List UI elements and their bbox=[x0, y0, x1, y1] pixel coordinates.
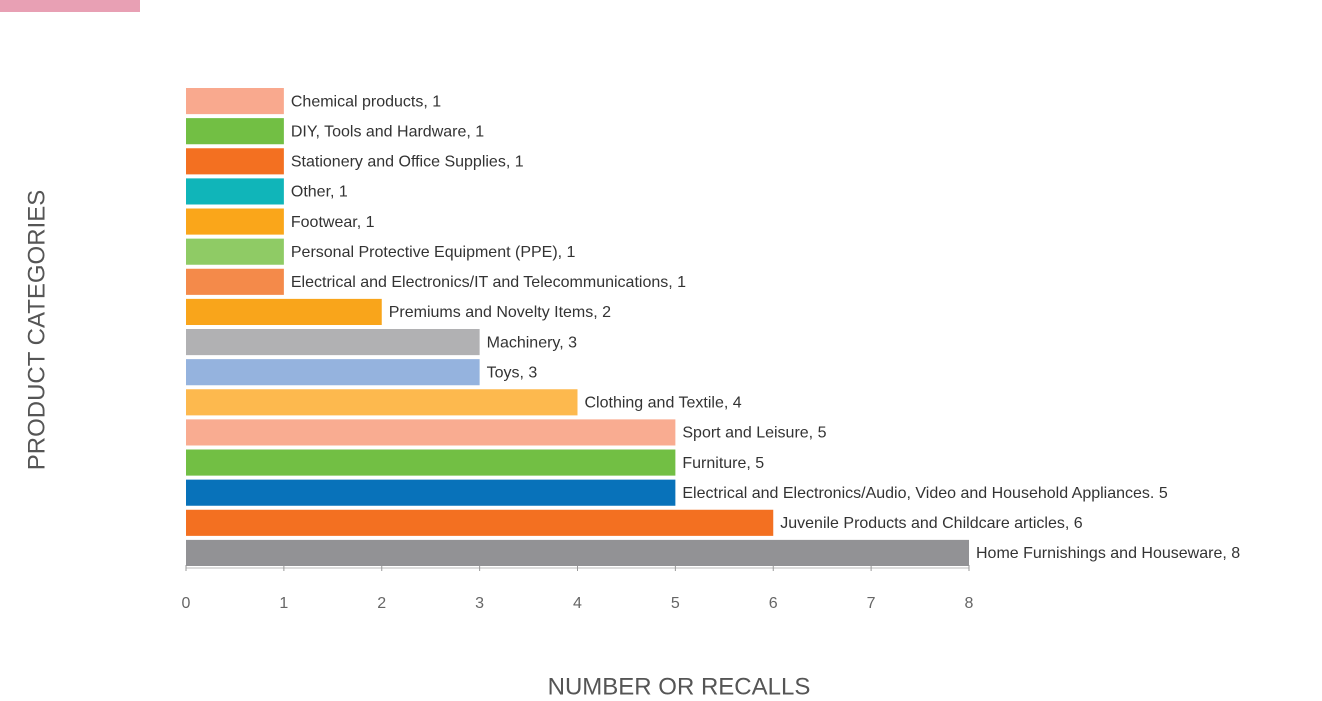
x-axis-title: NUMBER OR RECALLS bbox=[548, 673, 811, 700]
data-label: Electrical and Electronics/IT and Teleco… bbox=[291, 274, 686, 291]
bar bbox=[186, 268, 284, 295]
data-label: Electrical and Electronics/Audio, Video … bbox=[682, 485, 1167, 502]
x-tick-label: 8 bbox=[965, 595, 974, 612]
bar bbox=[186, 329, 480, 356]
data-label: Chemical products, 1 bbox=[291, 93, 441, 110]
bar bbox=[186, 118, 284, 145]
data-label: Machinery, 3 bbox=[487, 334, 578, 351]
data-label: Premiums and Novelty Items, 2 bbox=[389, 304, 611, 321]
bar bbox=[186, 419, 676, 446]
bar bbox=[186, 479, 676, 506]
bar bbox=[186, 539, 969, 566]
data-label: Toys, 3 bbox=[487, 364, 538, 381]
bar bbox=[186, 148, 284, 175]
x-tick-label: 6 bbox=[769, 595, 778, 612]
data-label: Furniture, 5 bbox=[682, 455, 764, 472]
bar bbox=[186, 208, 284, 235]
bar bbox=[186, 178, 284, 205]
bar bbox=[186, 238, 284, 265]
x-tick-label: 3 bbox=[475, 595, 484, 612]
bar bbox=[186, 509, 774, 536]
x-tick-label: 1 bbox=[279, 595, 288, 612]
data-label: Sport and Leisure, 5 bbox=[682, 425, 826, 442]
x-tick-label: 5 bbox=[671, 595, 680, 612]
bar bbox=[186, 359, 480, 386]
data-label: Footwear, 1 bbox=[291, 214, 375, 231]
data-label: Home Furnishings and Houseware, 8 bbox=[976, 545, 1240, 562]
data-label: Clothing and Textile, 4 bbox=[585, 395, 742, 412]
x-tick-label: 0 bbox=[182, 595, 191, 612]
data-label: Personal Protective Equipment (PPE), 1 bbox=[291, 244, 576, 261]
x-tick-label: 7 bbox=[867, 595, 876, 612]
bar bbox=[186, 298, 382, 325]
data-label: Stationery and Office Supplies, 1 bbox=[291, 154, 524, 171]
bar bbox=[186, 449, 676, 476]
x-tick-label: 4 bbox=[573, 595, 582, 612]
y-axis-title: PRODUCT CATEGORIES bbox=[23, 190, 50, 470]
bar bbox=[186, 88, 284, 115]
bar bbox=[186, 389, 578, 416]
data-label: Juvenile Products and Childcare articles… bbox=[780, 515, 1082, 532]
header-decoration bbox=[0, 0, 140, 12]
data-label: Other, 1 bbox=[291, 184, 348, 201]
data-label: DIY, Tools and Hardware, 1 bbox=[291, 123, 484, 140]
x-tick-label: 2 bbox=[377, 595, 386, 612]
